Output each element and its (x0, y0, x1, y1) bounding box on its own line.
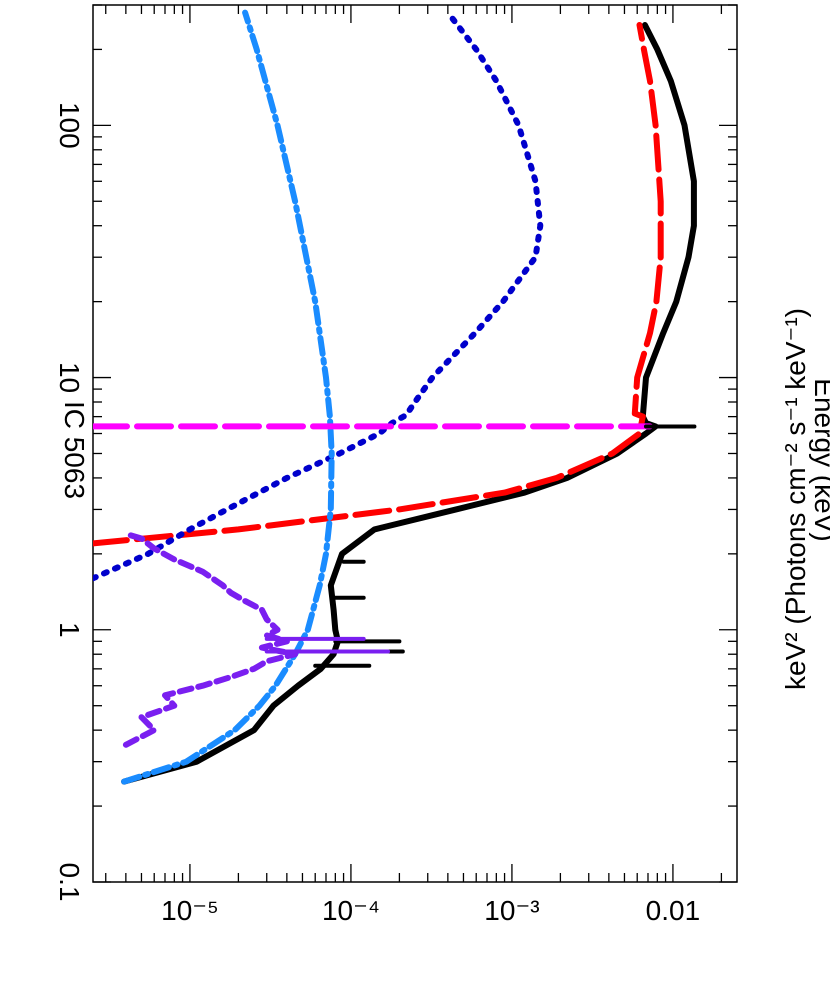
series-line-3 (93, 9, 544, 582)
y-tick-label-group: 10⁻³ (484, 895, 539, 926)
x-tick-label: 0.1 (54, 863, 85, 902)
plot-frame (92, 4, 738, 883)
y-tick-label: 10⁻⁵ (161, 895, 219, 926)
chart-title: IC 5063 (59, 401, 90, 499)
series-line-4 (121, 9, 335, 785)
y-tick-label-group: 10⁻⁴ (322, 895, 380, 926)
plot-area: 0.1 1 10 100 10⁻⁵ 10⁻⁴ 10⁻³ 0.01 (54, 4, 738, 926)
series-line-2 (93, 22, 664, 547)
series-line-1 (121, 22, 697, 785)
x-axis-label: Energy (keV) (809, 378, 830, 541)
y-tick-label-group: 10⁻⁵ (161, 895, 219, 926)
x-tick-label: 10 (54, 362, 85, 393)
y-tick-label-group: 0.01 (646, 895, 701, 926)
x-tick-label: 100 (54, 102, 85, 149)
y-tick-label: 0.01 (646, 895, 701, 926)
y-axis-label: keV² (Photons cm⁻² s⁻¹ keV⁻¹) (780, 308, 811, 690)
y-tick-label: 10⁻³ (484, 895, 539, 926)
x-tick-label: 1 (54, 622, 85, 638)
y-tick-label: 10⁻⁴ (322, 895, 380, 926)
